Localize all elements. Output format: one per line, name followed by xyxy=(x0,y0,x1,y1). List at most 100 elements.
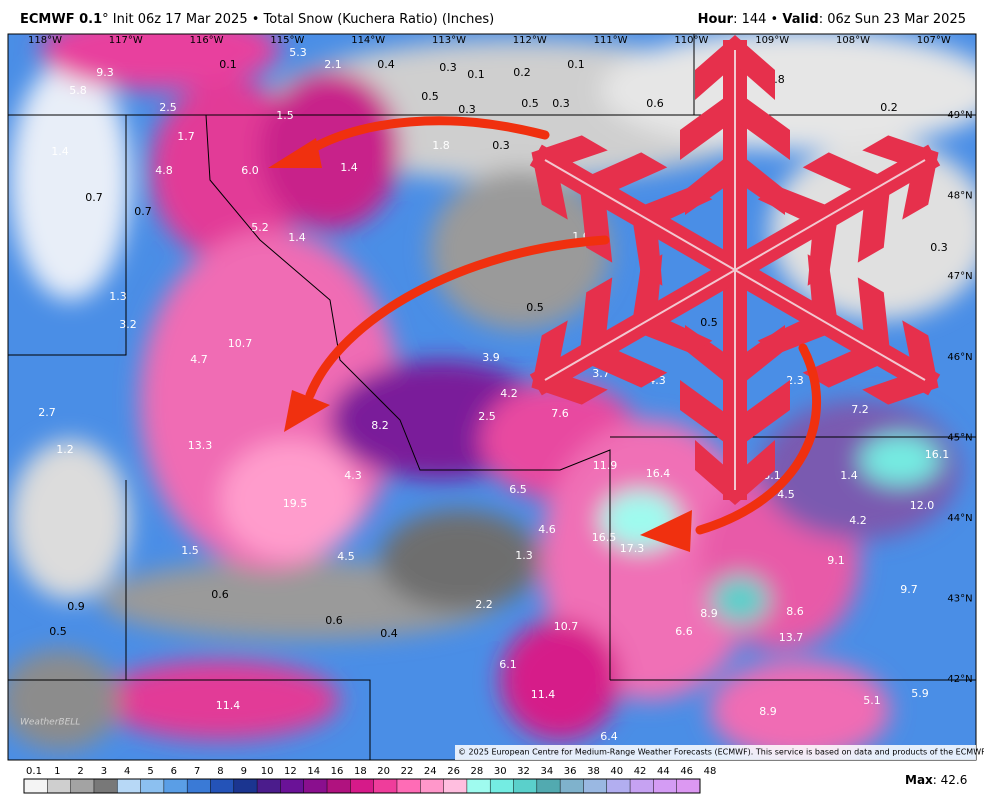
snow-amount: 4.5 xyxy=(777,488,795,501)
snow-amount: 0.2 xyxy=(880,101,898,114)
snow-amount: 1.4 xyxy=(840,469,858,482)
colorbar-segment xyxy=(280,779,304,793)
longitude-label: 110°W xyxy=(674,35,708,46)
snow-amount: 11.4 xyxy=(216,699,241,712)
colorbar-tick-label: 5 xyxy=(147,766,153,777)
colorbar-tick-label: 7 xyxy=(194,766,200,777)
colorbar-tick-label: 26 xyxy=(447,766,460,777)
snow-amount: 4.3 xyxy=(344,469,362,482)
snow-amount: 7.6 xyxy=(551,407,569,420)
snow-amount: 9.1 xyxy=(827,554,845,567)
snow-amount: 1.4 xyxy=(340,161,358,174)
snow-amount: 1.2 xyxy=(56,443,74,456)
snow-amount: 4.5 xyxy=(337,550,355,563)
snow-amount: 16.1 xyxy=(925,448,950,461)
longitude-label: 114°W xyxy=(351,35,385,46)
snow-amount: 0.6 xyxy=(211,588,229,601)
colorbar-tick-label: 9 xyxy=(241,766,247,777)
snow-amount: 2.5 xyxy=(159,101,177,114)
watermark: WeatherBELL xyxy=(20,718,80,728)
colorbar-tick-label: 30 xyxy=(494,766,507,777)
snow-amount: 0.3 xyxy=(458,103,476,116)
snow-amount: 1.5 xyxy=(181,544,199,557)
colorbar-tick-label: 0.1 xyxy=(26,766,42,777)
colorbar-segment xyxy=(210,779,234,793)
snow-amount: 1.4 xyxy=(288,231,306,244)
colorbar-segment xyxy=(327,779,351,793)
snow-amount: 0.5 xyxy=(521,97,539,110)
colorbar-tick-label: 1 xyxy=(54,766,60,777)
colorbar-segment xyxy=(583,779,607,793)
snow-amount: 1.3 xyxy=(109,290,127,303)
snow-amount: 0.7 xyxy=(134,205,152,218)
snow-amount: 0.4 xyxy=(380,627,398,640)
colorbar-tick-label: 3 xyxy=(101,766,107,777)
snow-amount: 0.2 xyxy=(513,66,531,79)
colorbar-segment xyxy=(163,779,188,793)
longitude-label: 115°W xyxy=(270,35,304,46)
snow-amount: 16.4 xyxy=(646,467,671,480)
latitude-label: 43°N xyxy=(947,594,972,605)
snow-amount: 5.9 xyxy=(911,687,929,700)
longitude-label: 111°W xyxy=(594,35,628,46)
snow-amount: 0.7 xyxy=(85,191,103,204)
snow-amount: 13.7 xyxy=(779,631,804,644)
snow-amount: 6.1 xyxy=(499,658,517,671)
snow-amount: 1.4 xyxy=(51,145,69,158)
description: ° Init 06z 17 Mar 2025 • Total Snow (Kuc… xyxy=(102,12,495,27)
snow-amount: 17.3 xyxy=(620,542,645,555)
snow-amount: 0.5 xyxy=(421,90,439,103)
latitude-label: 45°N xyxy=(947,432,972,443)
colorbar-segment xyxy=(187,779,211,793)
snow-amount: 9.7 xyxy=(900,583,918,596)
snow-amount: 9.3 xyxy=(96,66,114,79)
colorbar-tick-label: 48 xyxy=(704,766,717,777)
colorbar-segment xyxy=(70,779,94,793)
snow-amount: 2.5 xyxy=(478,410,496,423)
arrows xyxy=(268,116,822,552)
colorbar-tick-label: 32 xyxy=(517,766,530,777)
colorbar-tick-label: 6 xyxy=(171,766,177,777)
colorbar-tick-label: 46 xyxy=(680,766,693,777)
colorbar-tick-label: 10 xyxy=(261,766,274,777)
snow-amount: 0.1 xyxy=(467,68,485,81)
snow-amount: 4.2 xyxy=(849,514,867,527)
colorbar-segment xyxy=(350,779,374,793)
snow-amount: 13.3 xyxy=(188,439,213,452)
snow-amount: 3.9 xyxy=(482,351,500,364)
colorbar-segment xyxy=(140,779,164,793)
snow-amount: 8.9 xyxy=(759,705,777,718)
colorbar-segment xyxy=(560,779,584,793)
colorbar-segment xyxy=(257,779,281,793)
snow-amount: 4.2 xyxy=(500,387,518,400)
snow-amount: 0.3 xyxy=(439,61,457,74)
snowflake-icon xyxy=(503,35,967,505)
latitude-label: 47°N xyxy=(947,271,972,282)
longitude-label: 113°W xyxy=(432,35,466,46)
hour-value: : 144 • xyxy=(733,12,783,27)
valid-label: Valid xyxy=(782,12,819,27)
colorbar-tick-label: 40 xyxy=(610,766,623,777)
colorbar-segment xyxy=(676,779,700,793)
longitude-label: 116°W xyxy=(190,35,224,46)
colorbar-tick-label: 4 xyxy=(124,766,130,777)
colorbar-tick-label: 42 xyxy=(634,766,647,777)
colorbar-segment xyxy=(536,779,561,793)
colorbar-tick-label: 24 xyxy=(424,766,437,777)
model-name: ECMWF 0.1 xyxy=(20,12,103,27)
colorbar-tick-label: 8 xyxy=(217,766,223,777)
colorbar-segment xyxy=(396,779,421,793)
colorbar-segment xyxy=(93,779,118,793)
snow-amount: 4.8 xyxy=(155,164,173,177)
snow-amount: 5.1 xyxy=(863,694,881,707)
snow-amount: 8.6 xyxy=(786,605,804,618)
colorbar-segment xyxy=(303,779,328,793)
copyright-bg xyxy=(455,745,976,760)
snow-amount: 16.5 xyxy=(592,531,617,544)
valid-time: Hour: 144 • Valid: 06z Sun 23 Mar 2025 xyxy=(698,12,966,27)
snow-amount: 3.2 xyxy=(119,318,137,331)
valid-value: : 06z Sun 23 Mar 2025 xyxy=(818,12,966,27)
snow-amount: 2.2 xyxy=(475,598,493,611)
snow-amount: 0.5 xyxy=(700,316,718,329)
